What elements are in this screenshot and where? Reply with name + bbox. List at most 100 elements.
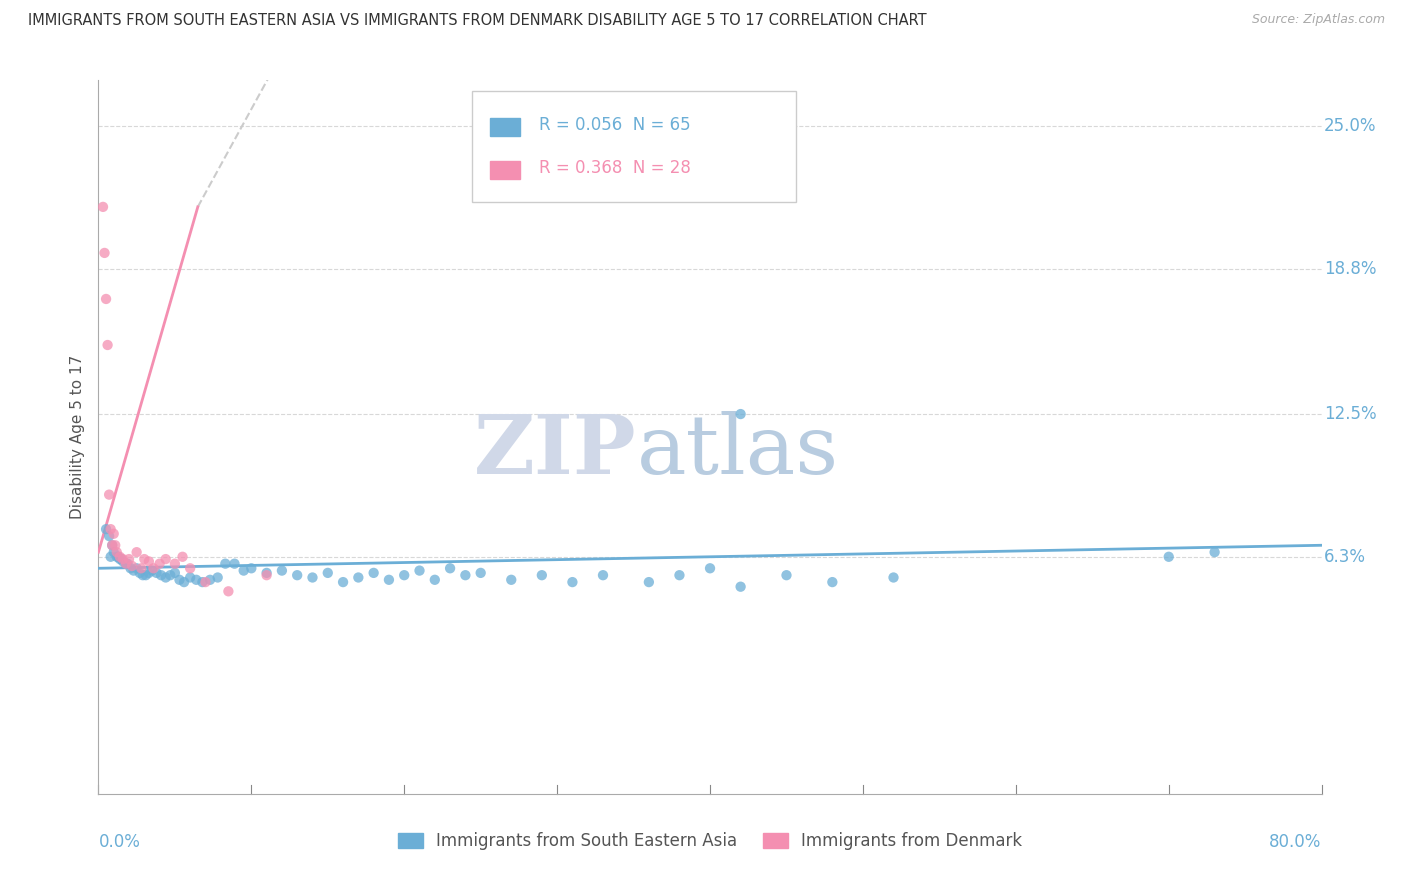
Point <box>101 538 124 552</box>
Point <box>120 561 142 575</box>
Point <box>97 338 120 352</box>
Point <box>285 568 308 582</box>
Point <box>142 561 165 575</box>
Point <box>775 568 797 582</box>
Point <box>121 559 143 574</box>
Point <box>592 568 614 582</box>
Point <box>94 292 117 306</box>
Point <box>105 545 128 559</box>
Point <box>198 573 221 587</box>
Point <box>94 522 117 536</box>
Point <box>107 549 129 564</box>
Point <box>138 554 160 568</box>
Point <box>138 566 160 580</box>
Point <box>1204 545 1226 559</box>
Point <box>194 575 217 590</box>
Point <box>214 557 236 571</box>
Point <box>134 552 156 566</box>
Point <box>115 557 138 571</box>
Point <box>169 573 191 587</box>
Point <box>100 549 122 564</box>
Point <box>135 568 157 582</box>
Point <box>101 538 124 552</box>
Point <box>224 557 246 571</box>
Point <box>111 554 134 568</box>
Point <box>439 561 461 575</box>
FancyBboxPatch shape <box>489 118 520 136</box>
Point <box>668 568 690 582</box>
Point <box>347 570 370 584</box>
Text: 12.5%: 12.5% <box>1324 405 1376 423</box>
Point <box>408 564 430 578</box>
Point <box>118 552 141 566</box>
Point <box>103 526 125 541</box>
Point <box>125 545 148 559</box>
Point <box>207 570 229 584</box>
Point <box>111 552 134 566</box>
Point <box>163 557 186 571</box>
Point <box>256 568 278 582</box>
Text: 18.8%: 18.8% <box>1324 260 1376 278</box>
Legend: Immigrants from South Eastern Asia, Immigrants from Denmark: Immigrants from South Eastern Asia, Immi… <box>391 826 1029 857</box>
Point <box>191 575 214 590</box>
Point <box>91 200 114 214</box>
Point <box>392 568 416 582</box>
Point <box>98 488 121 502</box>
Point <box>129 561 152 575</box>
Point <box>217 584 239 599</box>
Point <box>159 568 181 582</box>
Point <box>378 573 401 587</box>
Point <box>132 568 155 582</box>
Point <box>699 561 721 575</box>
Point <box>98 529 121 543</box>
Text: Source: ZipAtlas.com: Source: ZipAtlas.com <box>1251 13 1385 27</box>
Point <box>150 568 173 582</box>
Point <box>470 566 492 580</box>
Point <box>155 552 177 566</box>
Point <box>149 557 172 571</box>
Point <box>145 566 167 580</box>
Point <box>561 575 583 590</box>
Point <box>104 538 127 552</box>
Point <box>141 564 163 578</box>
Point <box>105 549 128 564</box>
Point <box>179 561 201 575</box>
Point <box>163 566 186 580</box>
FancyBboxPatch shape <box>471 91 796 202</box>
Point <box>128 566 150 580</box>
Point <box>122 564 145 578</box>
Point <box>186 573 208 587</box>
Y-axis label: Disability Age 5 to 17: Disability Age 5 to 17 <box>69 355 84 519</box>
Point <box>316 566 339 580</box>
Point <box>530 568 553 582</box>
Point <box>108 552 131 566</box>
Point <box>179 570 201 584</box>
Point <box>1157 549 1180 564</box>
Point <box>155 570 177 584</box>
Text: atlas: atlas <box>637 411 839 491</box>
Point <box>821 575 844 590</box>
Point <box>103 545 125 559</box>
Text: 25.0%: 25.0% <box>1324 118 1376 136</box>
Point <box>301 570 323 584</box>
Point <box>125 561 148 575</box>
Point <box>232 564 254 578</box>
Point <box>93 246 115 260</box>
Point <box>730 407 752 421</box>
Point <box>115 557 138 571</box>
Point <box>423 573 446 587</box>
Text: R = 0.368  N = 28: R = 0.368 N = 28 <box>538 159 690 177</box>
Point <box>256 566 278 580</box>
Point <box>108 549 131 564</box>
Point <box>454 568 477 582</box>
Text: IMMIGRANTS FROM SOUTH EASTERN ASIA VS IMMIGRANTS FROM DENMARK DISABILITY AGE 5 T: IMMIGRANTS FROM SOUTH EASTERN ASIA VS IM… <box>28 13 927 29</box>
Point <box>501 573 523 587</box>
Point <box>173 575 195 590</box>
Point <box>883 570 905 584</box>
Text: ZIP: ZIP <box>474 411 637 491</box>
Point <box>332 575 354 590</box>
Point <box>100 522 122 536</box>
Text: R = 0.056  N = 65: R = 0.056 N = 65 <box>538 116 690 134</box>
Point <box>363 566 385 580</box>
Point <box>637 575 661 590</box>
